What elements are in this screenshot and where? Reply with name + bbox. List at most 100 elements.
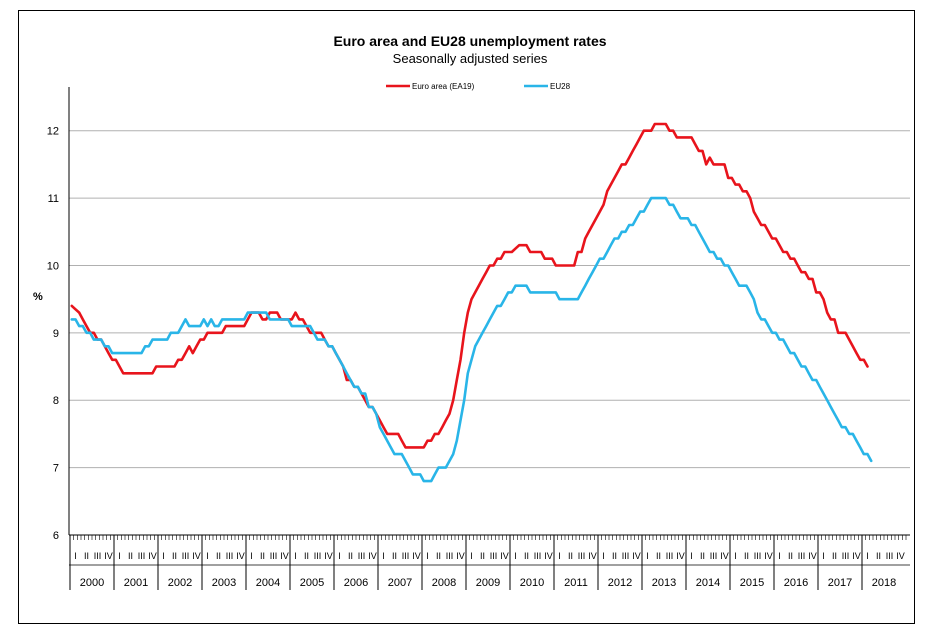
quarter-label: II: [700, 551, 705, 561]
quarter-label: I: [74, 551, 77, 561]
legend: Euro area (EA19) EU28: [386, 82, 571, 91]
quarter-label: III: [886, 551, 894, 561]
quarter-label: I: [426, 551, 429, 561]
year-label: 2013: [652, 577, 676, 589]
quarter-label: IV: [852, 551, 861, 561]
quarter-label: I: [470, 551, 473, 561]
gridlines: [69, 130, 910, 469]
quarter-label: II: [304, 551, 309, 561]
quarter-label: III: [666, 551, 674, 561]
y-tick-label: 6: [53, 530, 59, 542]
quarter-label: II: [832, 551, 837, 561]
quarter-label: III: [622, 551, 630, 561]
y-tick-label: 11: [48, 193, 59, 205]
quarter-label: IV: [808, 551, 817, 561]
quarter-label: IV: [148, 551, 157, 561]
quarter-label: III: [314, 551, 322, 561]
quarter-label: III: [358, 551, 366, 561]
year-label: 2002: [168, 577, 192, 589]
quarter-label: II: [612, 551, 617, 561]
quarter-label: I: [866, 551, 869, 561]
y-tick-label: 9: [53, 328, 59, 340]
quarter-label: II: [348, 551, 353, 561]
quarter-label: I: [294, 551, 297, 561]
series-lines: [70, 122, 873, 483]
quarter-label: I: [514, 551, 517, 561]
quarter-label: II: [568, 551, 573, 561]
quarter-label: III: [226, 551, 234, 561]
quarter-label: III: [402, 551, 410, 561]
series-line-eu28: [70, 196, 873, 483]
quarter-label: II: [84, 551, 89, 561]
year-label: 2009: [476, 577, 500, 589]
quarter-label: II: [656, 551, 661, 561]
quarter-label: IV: [764, 551, 773, 561]
quarter-label: I: [690, 551, 693, 561]
quarter-label: I: [206, 551, 209, 561]
y-tick-labels: 6 7 8 9 10 11 12: [47, 126, 59, 542]
quarter-label: IV: [720, 551, 729, 561]
quarter-label: II: [392, 551, 397, 561]
quarter-label: IV: [412, 551, 421, 561]
year-label: 2004: [256, 577, 280, 589]
quarter-label: IV: [324, 551, 333, 561]
legend-label-eu28: EU28: [550, 82, 571, 91]
year-label: 2008: [432, 577, 456, 589]
quarter-label: II: [436, 551, 441, 561]
quarter-label: IV: [544, 551, 553, 561]
year-label: 2010: [520, 577, 544, 589]
y-axis-label: %: [33, 291, 43, 303]
series-line-ea19: [70, 122, 869, 449]
quarter-label: III: [182, 551, 190, 561]
quarter-label: I: [734, 551, 737, 561]
year-label: 2015: [740, 577, 764, 589]
quarter-label: II: [260, 551, 265, 561]
year-label: 2014: [696, 577, 720, 589]
y-tick-label: 12: [47, 126, 59, 138]
year-label: 2007: [388, 577, 412, 589]
quarter-label: III: [490, 551, 498, 561]
chart-frame: [18, 10, 915, 624]
y-tick-label: 8: [53, 395, 59, 407]
year-label: 2016: [784, 577, 808, 589]
quarter-label: I: [162, 551, 165, 561]
year-label: 2006: [344, 577, 368, 589]
quarter-label: IV: [896, 551, 905, 561]
quarter-label: I: [382, 551, 385, 561]
chart-subtitle: Seasonally adjusted series: [393, 51, 548, 66]
quarter-label: II: [128, 551, 133, 561]
year-label: 2011: [564, 577, 588, 589]
year-label: 2018: [872, 577, 896, 589]
quarter-label: I: [822, 551, 825, 561]
year-label: 2012: [608, 577, 632, 589]
quarter-label: IV: [280, 551, 289, 561]
quarter-label: I: [602, 551, 605, 561]
year-label: 2017: [828, 577, 852, 589]
quarter-label: II: [876, 551, 881, 561]
quarter-label: II: [524, 551, 529, 561]
year-label: 2001: [124, 577, 148, 589]
quarter-label: III: [710, 551, 718, 561]
quarter-label: II: [744, 551, 749, 561]
quarter-label: IV: [456, 551, 465, 561]
quarter-label: IV: [104, 551, 113, 561]
quarter-label: IV: [236, 551, 245, 561]
quarter-label: III: [534, 551, 542, 561]
chart-title: Euro area and EU28 unemployment rates: [333, 33, 606, 49]
year-label: 2005: [300, 577, 324, 589]
quarter-label: I: [558, 551, 561, 561]
quarter-label: III: [446, 551, 454, 561]
quarter-label: III: [798, 551, 806, 561]
y-tick-label: 10: [47, 260, 59, 272]
quarter-label: IV: [676, 551, 685, 561]
quarter-label: I: [338, 551, 341, 561]
quarter-label: III: [94, 551, 102, 561]
quarter-label: IV: [500, 551, 509, 561]
quarter-label: IV: [192, 551, 201, 561]
legend-label-ea19: Euro area (EA19): [412, 82, 475, 91]
quarter-label: IV: [632, 551, 641, 561]
quarter-label: III: [754, 551, 762, 561]
quarter-label: II: [216, 551, 221, 561]
